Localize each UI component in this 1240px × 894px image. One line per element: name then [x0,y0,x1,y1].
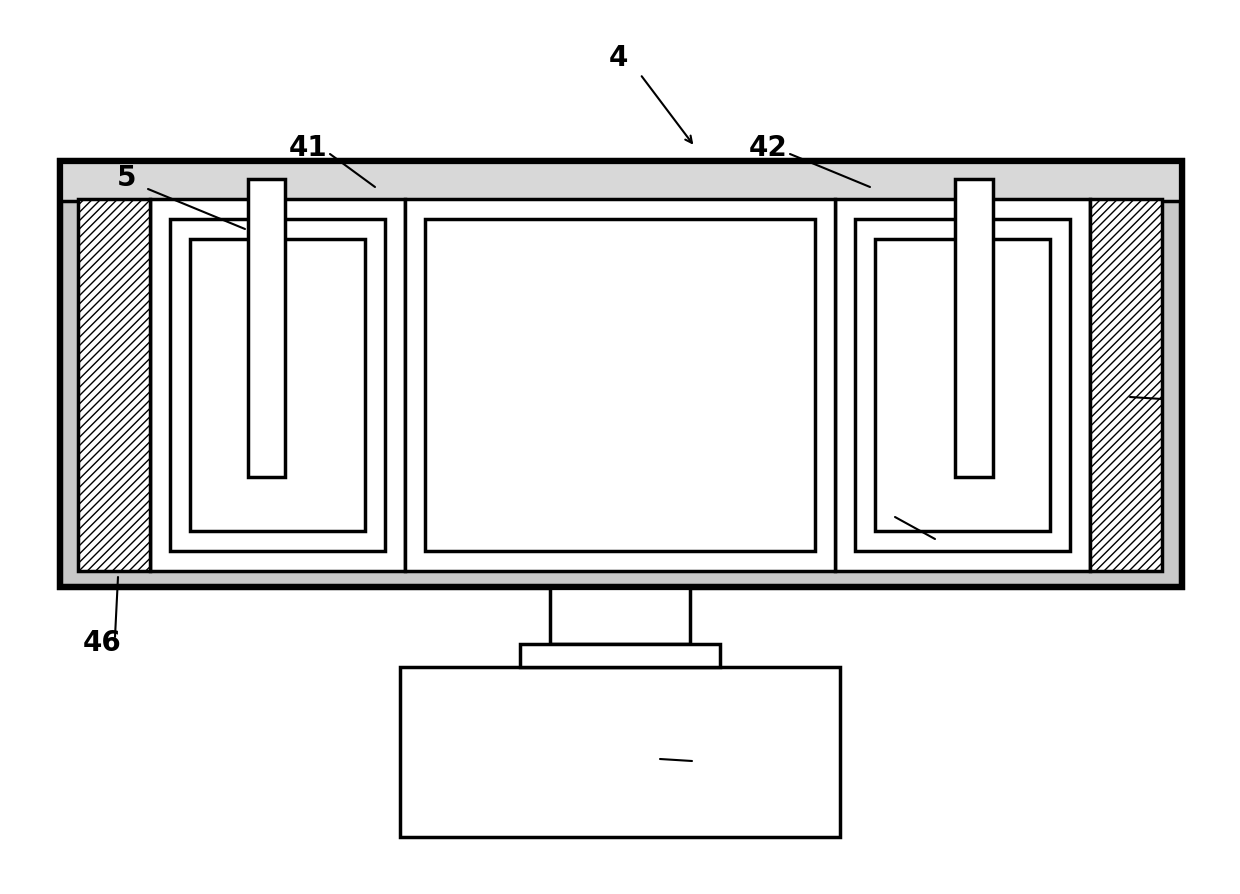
Bar [405,199,835,571]
Bar [551,587,689,645]
Text: 4: 4 [609,44,627,72]
Text: 41: 41 [289,134,327,162]
Bar [425,220,815,552]
Bar [78,199,150,571]
Bar [401,667,839,837]
Text: 42: 42 [749,134,787,162]
Bar [190,240,365,531]
Bar [60,162,1182,202]
Bar [1090,199,1162,571]
Text: 43: 43 [1123,384,1162,411]
Bar [60,162,1182,587]
Bar [150,199,405,571]
Text: 5: 5 [118,164,136,192]
Text: 46: 46 [83,628,122,656]
Bar [60,162,1182,587]
Bar [856,220,1070,552]
Bar [248,180,285,477]
Text: 45: 45 [694,750,734,778]
Bar [835,199,1090,571]
Text: 44: 44 [937,528,977,556]
Bar [955,180,993,477]
Bar [170,220,384,552]
Bar [82,202,1159,565]
Bar [875,240,1050,531]
Bar [520,645,720,667]
